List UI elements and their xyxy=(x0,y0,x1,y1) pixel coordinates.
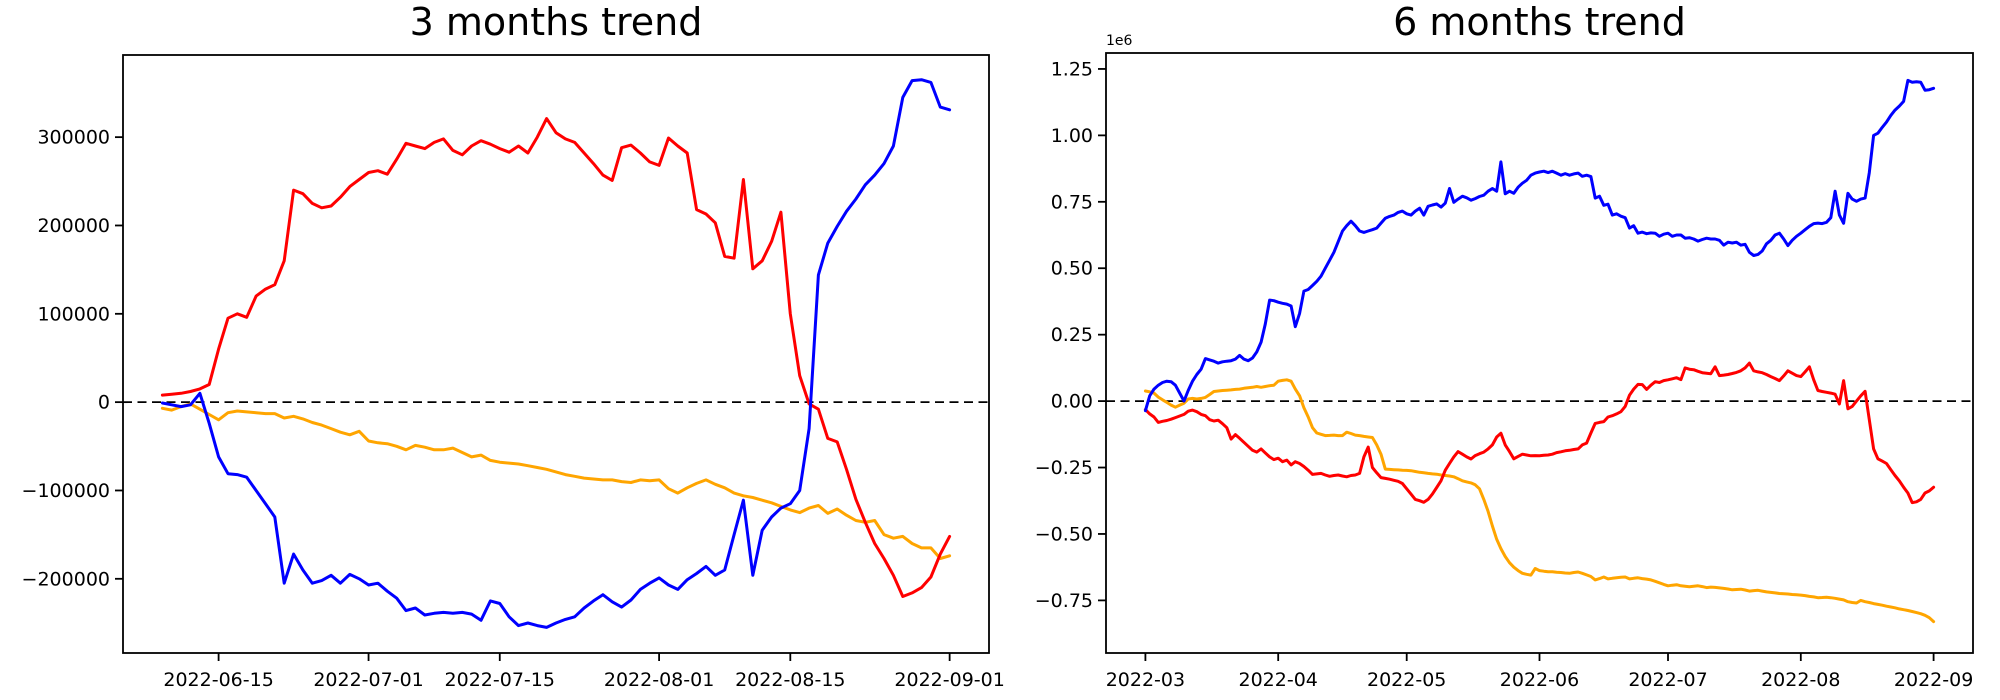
x-tick-label: 2022-08 xyxy=(1761,669,1840,691)
chart-6-months-trend: 1.25 1.00 0.75 0.50 0.25 0.00 −0.25 −0.50 −0.75 2… xyxy=(1035,33,1974,691)
y-tick-label: −100000 xyxy=(22,480,110,502)
y-tick-label: −0.75 xyxy=(1035,590,1093,612)
x-tick-label: 2022-08-01 xyxy=(604,669,714,691)
chart-title-6-months: 6 months trend xyxy=(1393,0,1686,44)
x-tick-label: 2022-05 xyxy=(1367,669,1446,691)
x-tick-label: 2022-07-15 xyxy=(445,669,555,691)
red-line xyxy=(160,117,952,598)
blue-line xyxy=(1143,78,1936,413)
y-tick-label: −0.25 xyxy=(1035,457,1093,479)
y-tick-label: 0.25 xyxy=(1051,324,1093,346)
orange-line xyxy=(160,402,952,560)
axes-frame xyxy=(1105,52,1974,654)
x-tick-label: 2022-07 xyxy=(1628,669,1707,691)
x-tick-label: 2022-09-01 xyxy=(894,669,1004,691)
blue-line xyxy=(160,78,952,629)
orange-line xyxy=(1143,378,1936,624)
y-tick-label: 0 xyxy=(98,392,110,414)
y-tick-label: −0.50 xyxy=(1035,523,1093,545)
y-axis-offset-label: 1e6 xyxy=(1106,33,1133,49)
y-tick-label: −200000 xyxy=(22,568,110,590)
y-tick-label: 100000 xyxy=(37,303,110,325)
x-tick-label: 2022-09 xyxy=(1894,669,1973,691)
chart-3-months-trend: 300000 200000 100000 0 −100000 −200000 2022-06… xyxy=(22,54,1005,691)
red-line xyxy=(1143,361,1936,505)
x-tick-label: 2022-04 xyxy=(1239,669,1318,691)
y-tick-label: 0.75 xyxy=(1051,191,1093,213)
x-tick-label: 2022-03 xyxy=(1106,669,1185,691)
x-tick-label: 2022-07-01 xyxy=(313,669,423,691)
y-tick-label: 300000 xyxy=(37,127,110,149)
y-tick-label: 1.00 xyxy=(1051,125,1093,147)
y-tick-label: 200000 xyxy=(37,215,110,237)
y-tick-label: 0.50 xyxy=(1051,258,1093,280)
axes-frame xyxy=(122,54,990,654)
x-tick-label: 2022-08-15 xyxy=(735,669,845,691)
x-tick-label: 2022-06 xyxy=(1500,669,1579,691)
y-tick-label: 0.00 xyxy=(1051,391,1093,413)
y-tick-label: 1.25 xyxy=(1051,58,1093,80)
chart-title-3-months: 3 months trend xyxy=(409,0,703,44)
x-tick-label: 2022-06-15 xyxy=(163,669,273,691)
